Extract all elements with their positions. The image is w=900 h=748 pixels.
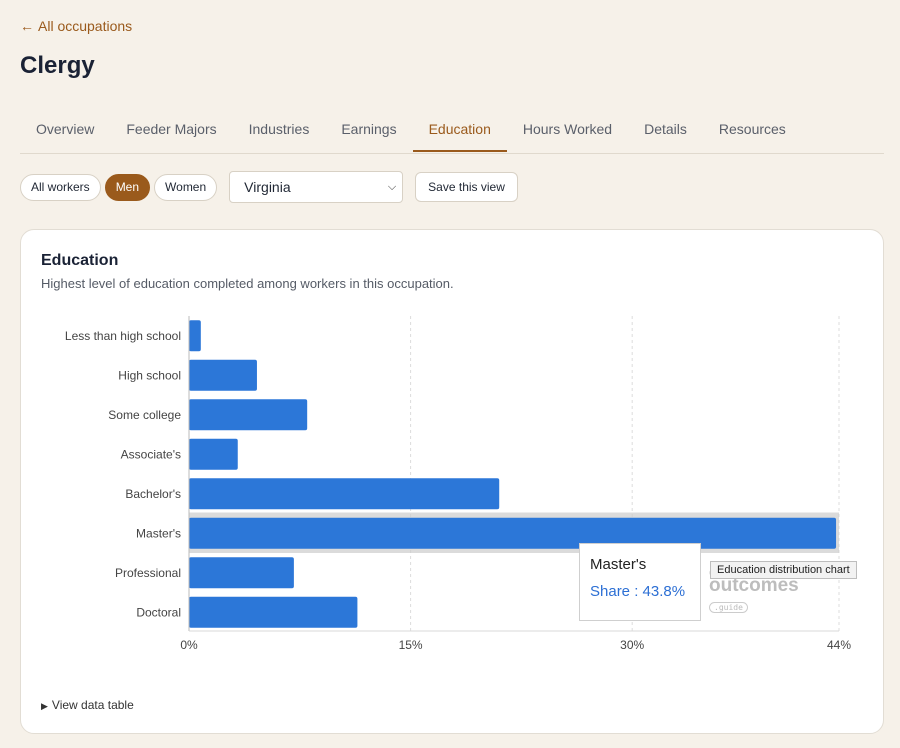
card-title: Education: [41, 252, 119, 269]
tab-overview[interactable]: Overview: [36, 121, 95, 137]
x-tick-label: 0%: [180, 638, 198, 652]
chart-tooltip: Master's Share : 43.8%: [579, 543, 701, 621]
view-data-table-label: View data table: [51, 698, 134, 712]
x-tick-label: 44%: [827, 638, 851, 652]
tooltip-value: Share : 43.8%: [590, 583, 686, 600]
tab-details[interactable]: Details: [644, 121, 687, 137]
triangle-right-icon: ▶: [41, 701, 48, 711]
category-label: Professional: [115, 566, 181, 580]
x-tick-label: 30%: [620, 638, 644, 652]
category-label: Less than high school: [65, 329, 181, 343]
tooltip-category: Master's: [590, 556, 647, 573]
tab-hours-worked[interactable]: Hours Worked: [522, 121, 613, 137]
category-label: Bachelor's: [125, 487, 181, 501]
logo-bottom-text: .guide: [709, 602, 748, 613]
bar: [189, 596, 358, 628]
category-label: Associate's: [121, 447, 181, 461]
tab-resources[interactable]: Resources: [718, 121, 786, 137]
x-tick-label: 15%: [399, 638, 423, 652]
category-label: Master's: [136, 526, 181, 540]
tab-bar: Overview Feeder Majors Industries Earnin…: [20, 110, 884, 154]
bar: [189, 438, 238, 470]
left-arrow-icon: ←: [20, 18, 34, 34]
education-chart[interactable]: Less than high school High school Some col…: [21, 230, 883, 670]
card-subtitle: Highest level of education completed amo…: [41, 276, 454, 291]
tab-education[interactable]: Education: [412, 110, 507, 152]
page-title: Clergy: [20, 52, 95, 79]
chevron-down-icon: ⌵: [387, 180, 397, 193]
education-card: Education Highest level of education com…: [20, 229, 884, 734]
back-link[interactable]: ← All occupations: [20, 18, 132, 34]
tab-industries[interactable]: Industries: [248, 121, 310, 137]
category-label: High school: [118, 368, 181, 382]
filter-all-workers[interactable]: All workers: [20, 173, 101, 201]
bar: [189, 557, 294, 589]
tab-feeder-majors[interactable]: Feeder Majors: [126, 121, 217, 137]
region-select-value: Virginia: [244, 179, 291, 195]
view-data-table-toggle[interactable]: ▶ View data table: [41, 698, 134, 712]
filter-men[interactable]: Men: [104, 173, 151, 201]
filter-bar: All workers Men Women Virginia ⌵ Save th…: [20, 171, 518, 203]
tab-earnings[interactable]: Earnings: [341, 121, 397, 137]
filter-women[interactable]: Women: [154, 173, 218, 201]
logo-main-text: outcomes: [709, 575, 799, 596]
category-label: Some college: [108, 408, 181, 422]
bar: [189, 478, 500, 510]
bar: [189, 359, 257, 391]
region-select[interactable]: Virginia ⌵: [229, 171, 404, 203]
save-view-button[interactable]: Save this view: [415, 172, 518, 202]
category-label: Doctoral: [136, 605, 181, 619]
back-link-label: All occupations: [38, 18, 133, 34]
bar: [189, 399, 308, 431]
bar: [189, 517, 837, 549]
chart-hover-tooltip: Education distribution chart: [710, 561, 857, 579]
bar: [189, 320, 201, 352]
